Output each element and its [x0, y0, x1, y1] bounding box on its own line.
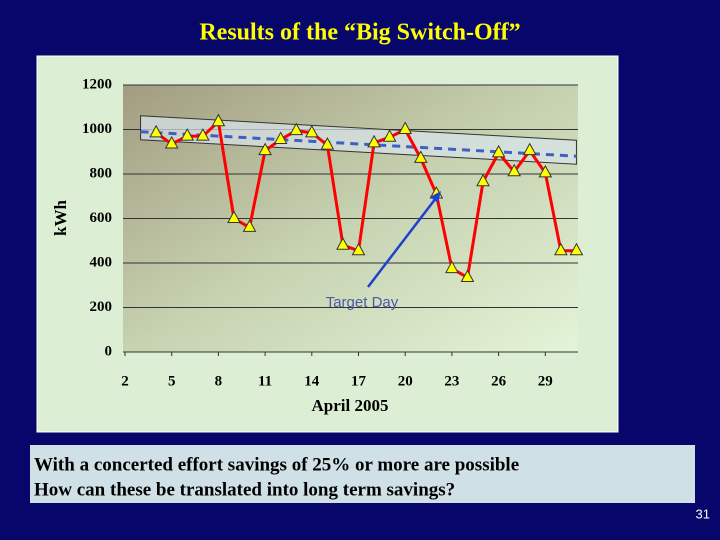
- data-point: [569, 242, 584, 256]
- data-point: [164, 135, 179, 149]
- x-axis-label: April 2005: [312, 396, 389, 415]
- y-tick-label: 800: [90, 165, 113, 181]
- y-tick-label: 600: [90, 210, 113, 226]
- y-tick-label: 200: [90, 299, 113, 315]
- data-point: [149, 124, 163, 138]
- x-tick-label: 5: [168, 373, 176, 389]
- x-tick-label: 14: [304, 373, 320, 389]
- data-point: [242, 219, 257, 232]
- x-tick-label: 26: [491, 373, 507, 389]
- slide-title: Results of the “Big Switch-Off”: [199, 20, 520, 46]
- data-point: [554, 242, 568, 256]
- trend-line: [140, 130, 577, 158]
- data-point: [367, 134, 381, 148]
- data-point: [413, 150, 428, 163]
- data-point: [336, 237, 350, 250]
- data-point: [211, 113, 226, 127]
- annotation-arrow: [367, 197, 437, 288]
- data-point: [398, 121, 413, 134]
- y-tick-label: 400: [90, 254, 113, 270]
- text-line: How can these be translated into long te…: [34, 479, 455, 500]
- data-point: [507, 163, 522, 177]
- data-point: [289, 122, 304, 136]
- text-box: [30, 445, 695, 503]
- x-tick-label: 20: [398, 373, 413, 389]
- data-point: [351, 242, 366, 256]
- data-point: [195, 128, 210, 141]
- y-tick-label: 1200: [82, 76, 112, 92]
- data-point: [445, 260, 459, 274]
- x-tick-label: 8: [215, 373, 223, 389]
- x-tick-label: 23: [444, 373, 459, 389]
- annotation-arrowhead: [430, 191, 441, 203]
- data-point: [273, 131, 288, 145]
- data-point: [476, 173, 490, 187]
- x-tick-label: 29: [538, 373, 553, 389]
- data-point: [320, 137, 335, 150]
- text-line: With a concerted effort savings of 25% o…: [34, 454, 519, 475]
- data-point: [538, 164, 553, 178]
- annotation: Target Day: [326, 294, 399, 311]
- x-tick-label: 17: [351, 373, 367, 389]
- y-axis-label: kWh: [51, 200, 70, 236]
- data-point: [491, 144, 506, 158]
- data-point: [227, 210, 241, 223]
- y-tick-label: 0: [105, 343, 113, 359]
- page-number: 31: [696, 506, 710, 521]
- data-point: [522, 142, 537, 156]
- data-point: [382, 129, 397, 142]
- x-tick-label: 11: [258, 373, 272, 389]
- data-point: [258, 142, 272, 156]
- data-point: [304, 124, 319, 138]
- x-tick-label: 2: [121, 373, 129, 389]
- data-point: [180, 128, 195, 141]
- y-tick-label: 1000: [82, 121, 112, 137]
- series-line: [155, 118, 577, 280]
- data-point: [460, 269, 475, 282]
